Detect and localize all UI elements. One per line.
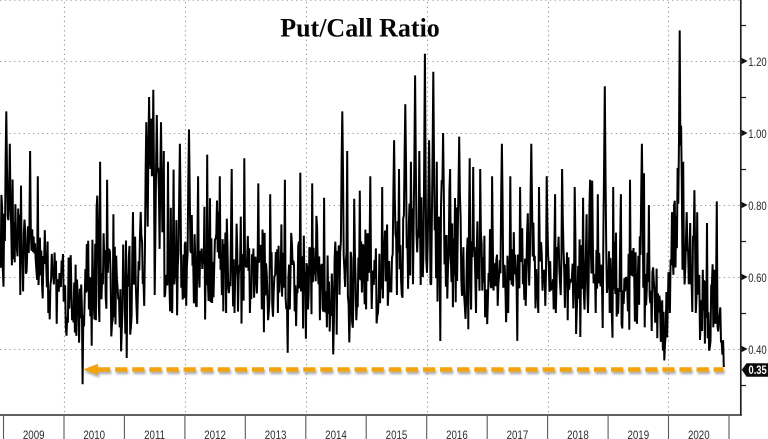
svg-text:2016: 2016: [446, 429, 468, 439]
svg-text:1.00: 1.00: [748, 128, 767, 141]
svg-text:2014: 2014: [325, 429, 347, 439]
svg-text:2017: 2017: [507, 429, 529, 439]
svg-text:1.20: 1.20: [748, 56, 767, 69]
svg-text:0.60: 0.60: [748, 272, 767, 285]
svg-text:2009: 2009: [23, 429, 45, 439]
svg-text:0.35: 0.35: [749, 364, 767, 377]
svg-text:2012: 2012: [204, 429, 226, 439]
svg-text:0.80: 0.80: [748, 200, 767, 213]
svg-text:2018: 2018: [567, 429, 589, 439]
svg-text:2010: 2010: [83, 429, 105, 439]
svg-text:2020: 2020: [688, 429, 710, 439]
svg-text:2019: 2019: [627, 429, 649, 439]
svg-text:Put/Call Ratio: Put/Call Ratio: [280, 14, 440, 43]
svg-text:2013: 2013: [265, 429, 287, 439]
svg-text:2015: 2015: [386, 429, 408, 439]
svg-text:2011: 2011: [144, 429, 165, 439]
svg-text:0.40: 0.40: [748, 344, 767, 357]
